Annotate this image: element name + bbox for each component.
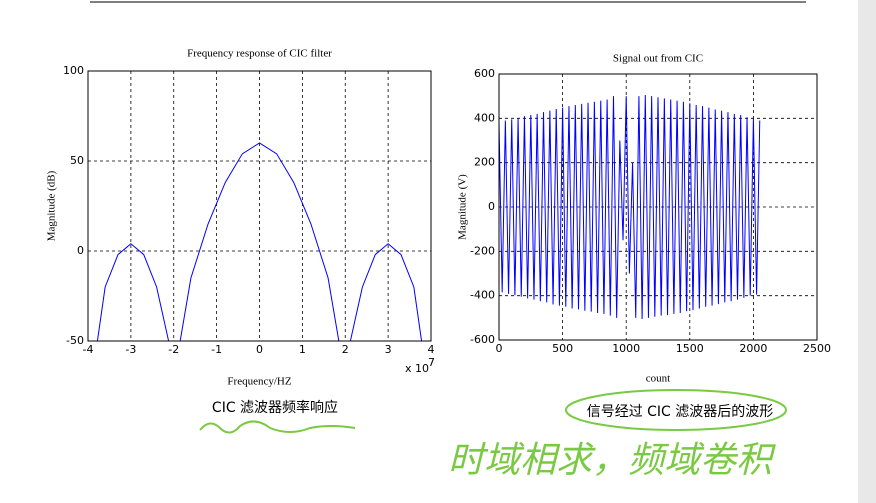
chart-title: Signal out from CIC [613, 53, 703, 65]
y-tick-label: 200 [474, 156, 495, 169]
data-line [96, 142, 423, 341]
x-tick-label: 2 [342, 343, 349, 356]
axes-box [87, 70, 432, 342]
y-tick-label: -50 [66, 334, 84, 347]
x-tick-label: 1000 [612, 342, 640, 355]
x-tick-label: 2000 [739, 342, 767, 355]
caption: 信号经过 CIC 滤波器后的波形 [587, 404, 774, 420]
y-axis-label: Magnitude (dB) [46, 170, 58, 241]
y-tick-label: 600 [474, 67, 495, 80]
data-line [499, 95, 761, 319]
x-tick-label: 500 [552, 342, 573, 355]
x-tick-label: 1 [299, 343, 306, 356]
handwriting: 时域相求，频域卷积 [448, 440, 776, 481]
chart-title: Frequency response of CIC filter [187, 48, 332, 60]
x-tick-label: 4 [428, 343, 435, 356]
x-tick-label: -2 [168, 343, 179, 356]
x-tick-label: -1 [211, 343, 222, 356]
y-tick-label: 400 [474, 111, 495, 124]
y-tick-label: -400 [470, 289, 495, 302]
margin [858, 0, 876, 503]
x-multiplier-exponent: 7 [428, 356, 435, 369]
x-tick-label: -4 [83, 343, 94, 356]
axes-box [498, 73, 818, 341]
y-axis-label: Magnitude (V) [457, 174, 469, 240]
y-tick-label: 100 [63, 64, 84, 77]
x-tick-label: 2500 [803, 342, 831, 355]
y-tick-label: 50 [70, 154, 84, 167]
x-tick-label: -3 [125, 343, 136, 356]
y-tick-label: 0 [488, 200, 495, 213]
x-tick-label: 0 [496, 342, 503, 355]
x-multiplier: x 10 [405, 362, 429, 375]
caption: CIC 滤波器频率响应 [212, 399, 338, 416]
x-tick-label: 0 [256, 343, 263, 356]
y-tick-label: 0 [77, 244, 84, 257]
scribble [565, 389, 787, 431]
x-axis-label: Frequency/HZ [227, 376, 291, 388]
x-tick-label: 1500 [676, 342, 704, 355]
scribble [199, 420, 356, 434]
y-tick-label: -600 [470, 333, 495, 346]
x-axis-label: count [646, 373, 670, 385]
x-tick-label: 3 [385, 343, 392, 356]
y-tick-label: -200 [470, 244, 495, 257]
